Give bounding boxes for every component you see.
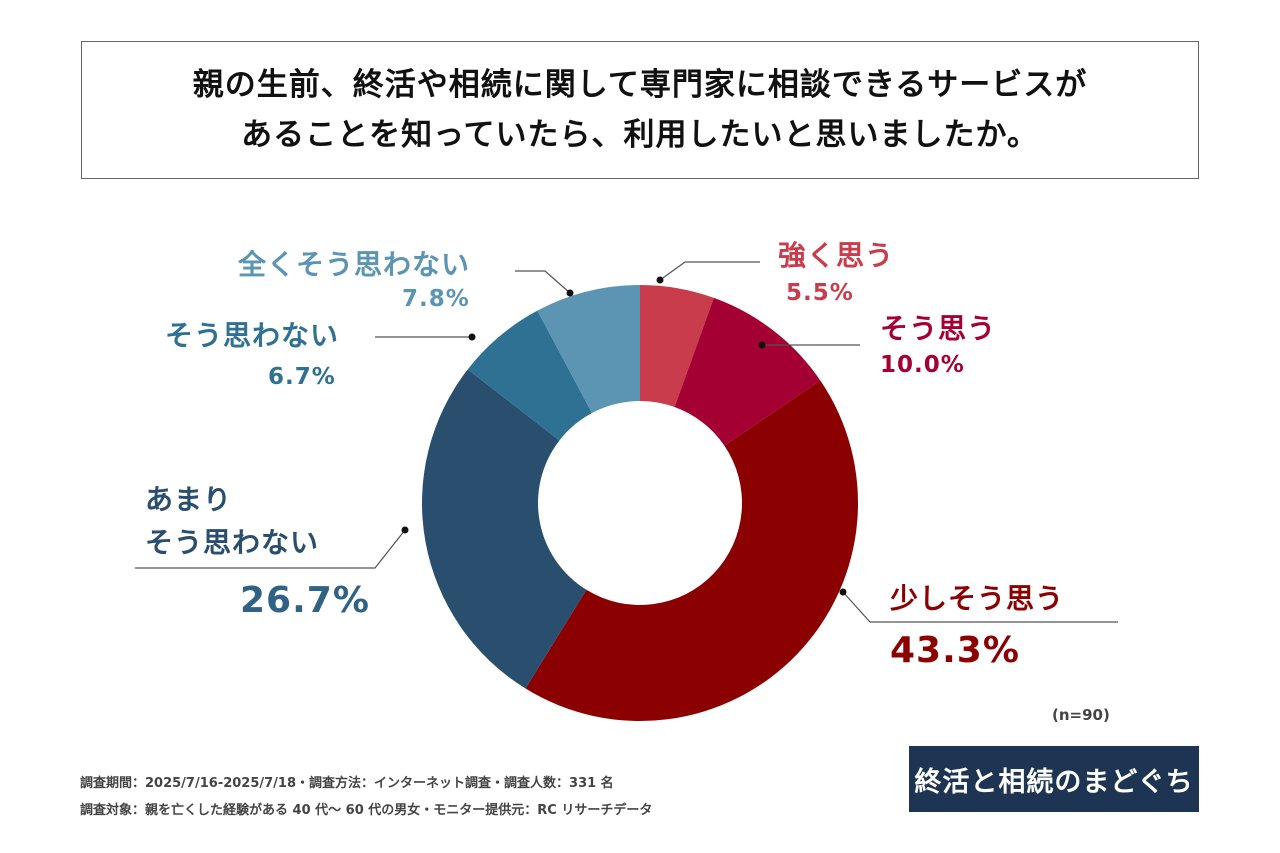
- sample-size: (n=90): [1052, 706, 1110, 724]
- label-strongly-agree: 強く思う: [778, 239, 895, 272]
- leader-dot: [468, 333, 476, 341]
- slice-6: [537, 285, 640, 414]
- leader-dot: [401, 526, 409, 534]
- footer-line-1: 調査期間：2025/7/16-2025/7/18・調査方法：インターネット調査・…: [80, 776, 614, 791]
- slice-3: [525, 380, 859, 721]
- leader-dot: [566, 289, 574, 297]
- logo-text: 終活と相続のまどぐち: [914, 766, 1194, 798]
- question-title: 親の生前、終活や相続に関して専門家に相談できるサービスが あることを知っていたら…: [81, 41, 1199, 179]
- leader-dot: [839, 588, 847, 596]
- label-strongly-disagree: 全くそう思わない: [238, 248, 471, 281]
- slice-4: [421, 369, 587, 689]
- value-disagree: 6.7%: [268, 364, 336, 390]
- leader-dot: [656, 276, 664, 284]
- title-line-1: 親の生前、終活や相続に関して専門家に相談できるサービスが: [192, 67, 1088, 103]
- value-somewhat-agree: 43.3%: [890, 630, 1020, 671]
- leader-line-strong: [659, 261, 760, 281]
- slice-2: [674, 297, 821, 446]
- leader-dots: [401, 276, 847, 596]
- value-strongly-disagree: 7.8%: [402, 286, 470, 312]
- value-not-much: 26.7%: [240, 580, 370, 621]
- label-not-much-line-1: あまり: [145, 483, 233, 516]
- slice-1: [640, 285, 714, 408]
- leader-line-strong-disagree: [515, 270, 571, 294]
- value-agree: 10.0%: [880, 352, 965, 378]
- leader-dot: [758, 341, 766, 349]
- leader-line-not-much: [135, 529, 406, 569]
- label-disagree: そう思わない: [165, 319, 340, 352]
- leader-lines: [135, 261, 1118, 623]
- label-somewhat-agree: 少しそう思う: [890, 582, 1065, 615]
- slice-5: [467, 310, 592, 441]
- label-not-much-line-2: そう思わない: [145, 526, 320, 559]
- value-strongly-agree: 5.5%: [786, 280, 854, 306]
- brand-logo: 終活と相続のまどぐち: [909, 746, 1199, 812]
- footer-line-2: 調査対象：親を亡くした経験がある 40 代～ 60 代の男女・モニター提供元：R…: [80, 803, 653, 818]
- label-agree: そう思う: [880, 312, 997, 345]
- leader-line-slight: [842, 591, 1118, 623]
- title-line-2: あることを知っていたら、利用したいと思いましたか。: [241, 117, 1039, 153]
